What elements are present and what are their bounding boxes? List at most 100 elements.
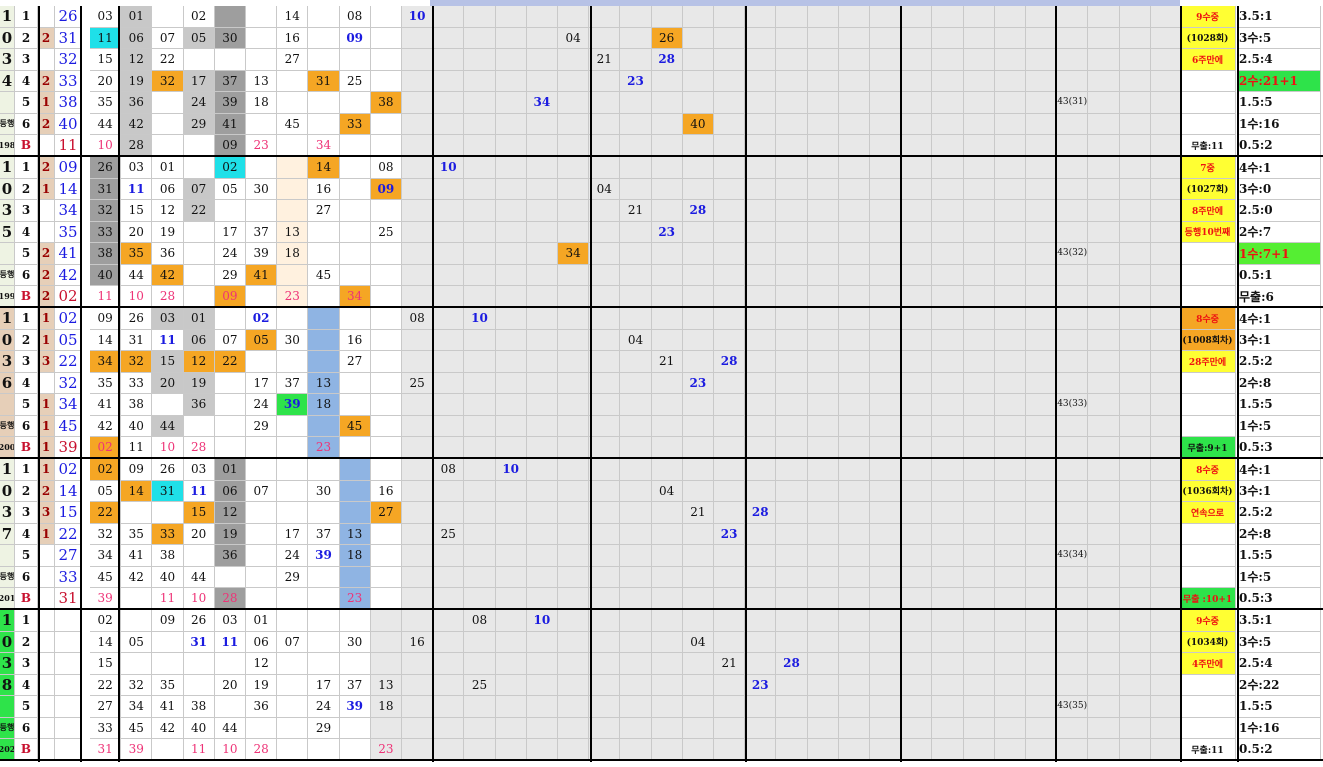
number-cell[interactable]: 05 — [214, 178, 246, 200]
grid-cell[interactable] — [1026, 653, 1058, 675]
grid-cell[interactable] — [807, 178, 839, 200]
grid-cell[interactable] — [651, 113, 683, 135]
grid-cell[interactable] — [1150, 674, 1182, 696]
grid-cell[interactable] — [1088, 459, 1120, 481]
status-badge[interactable]: 무출:9+1 — [1180, 437, 1236, 459]
grid-cell[interactable] — [339, 717, 371, 739]
grid-cell[interactable] — [246, 351, 278, 373]
grid-cell[interactable] — [682, 739, 714, 761]
grid-cell[interactable] — [870, 49, 902, 71]
number-cell[interactable]: 39 — [339, 696, 371, 718]
grid-cell[interactable] — [246, 6, 278, 28]
grid-cell[interactable] — [963, 437, 995, 459]
number-cell[interactable]: 44 — [152, 415, 184, 437]
grid-cell[interactable] — [464, 437, 496, 459]
grid-cell[interactable] — [870, 200, 902, 222]
status-badge[interactable]: (1027회) — [1180, 178, 1236, 200]
grid-cell[interactable] — [1026, 415, 1058, 437]
number-cell[interactable]: 10 — [183, 588, 215, 610]
number-cell[interactable]: 23 — [308, 437, 340, 459]
grid-cell[interactable] — [433, 200, 465, 222]
number-cell[interactable]: 29 — [277, 566, 309, 588]
grid-cell[interactable] — [277, 415, 309, 437]
grid-cell[interactable] — [932, 221, 964, 243]
grid-cell[interactable] — [620, 178, 652, 200]
grid-cell[interactable] — [807, 351, 839, 373]
status-badge[interactable]: 등행10번째 — [1180, 221, 1236, 243]
row-index-note[interactable]: 1 — [38, 459, 55, 481]
row-index-note[interactable] — [38, 372, 55, 394]
grid-cell[interactable] — [620, 6, 652, 28]
number-cell[interactable]: 21 — [651, 351, 683, 373]
block-digit[interactable]: 0 — [0, 329, 15, 351]
grid-cell[interactable] — [651, 717, 683, 739]
ratio-cell[interactable]: 2수:8 — [1237, 372, 1321, 394]
big-number[interactable]: 40 — [55, 113, 82, 135]
grid-cell[interactable] — [495, 674, 527, 696]
grid-cell[interactable] — [152, 92, 184, 114]
grid-cell[interactable] — [339, 135, 371, 157]
grid-cell[interactable] — [1150, 415, 1182, 437]
number-cell[interactable]: 22 — [90, 674, 122, 696]
grid-cell[interactable] — [495, 739, 527, 761]
grid-cell[interactable] — [433, 717, 465, 739]
number-cell[interactable]: 06 — [183, 329, 215, 351]
grid-cell[interactable] — [495, 717, 527, 739]
grid-cell[interactable] — [558, 523, 590, 545]
row-index[interactable]: 3 — [15, 653, 38, 675]
grid-cell[interactable] — [651, 243, 683, 265]
grid-cell[interactable] — [870, 653, 902, 675]
grid-cell[interactable] — [838, 415, 870, 437]
grid-cell[interactable] — [183, 157, 215, 179]
number-cell[interactable]: 12 — [246, 653, 278, 675]
number-cell[interactable]: 23 — [620, 70, 652, 92]
grid-cell[interactable] — [682, 135, 714, 157]
grid-cell[interactable] — [807, 135, 839, 157]
grid-cell[interactable] — [620, 92, 652, 114]
grid-cell[interactable] — [558, 739, 590, 761]
grid-cell[interactable] — [745, 200, 777, 222]
grid-cell[interactable] — [745, 92, 777, 114]
grid-cell[interactable] — [589, 243, 621, 265]
grid-cell[interactable] — [714, 394, 746, 416]
number-cell[interactable]: 16 — [308, 178, 340, 200]
number-cell[interactable]: 05 — [246, 329, 278, 351]
grid-cell[interactable] — [807, 459, 839, 481]
number-cell[interactable]: 02 — [183, 6, 215, 28]
number-cell[interactable]: 09 — [90, 308, 122, 330]
grid-cell[interactable] — [870, 588, 902, 610]
ratio-cell[interactable]: 2수:7 — [1237, 221, 1321, 243]
grid-cell[interactable] — [994, 739, 1026, 761]
grid-cell[interactable] — [776, 739, 808, 761]
grid-cell[interactable] — [495, 92, 527, 114]
number-cell[interactable]: 17 — [277, 523, 309, 545]
grid-cell[interactable] — [1119, 653, 1151, 675]
number-cell[interactable]: 01 — [152, 157, 184, 179]
row-index[interactable]: 6 — [15, 566, 38, 588]
grid-cell[interactable] — [901, 286, 933, 308]
number-cell[interactable]: 45 — [90, 566, 122, 588]
grid-cell[interactable] — [121, 588, 153, 610]
grid-cell[interactable] — [589, 351, 621, 373]
grid-cell[interactable] — [526, 739, 558, 761]
grid-cell[interactable] — [1150, 545, 1182, 567]
block-digit[interactable]: 1 — [0, 157, 15, 179]
number-cell[interactable]: 08 — [433, 459, 465, 481]
grid-cell[interactable] — [1119, 523, 1151, 545]
grid-cell[interactable] — [1057, 49, 1089, 71]
grid-cell[interactable] — [807, 264, 839, 286]
grid-cell[interactable] — [370, 6, 402, 28]
grid-cell[interactable] — [589, 502, 621, 524]
grid-cell[interactable] — [651, 372, 683, 394]
big-number[interactable]: 45 — [55, 415, 82, 437]
grid-cell[interactable] — [745, 221, 777, 243]
grid-cell[interactable] — [339, 502, 371, 524]
grid-cell[interactable] — [651, 674, 683, 696]
grid-cell[interactable] — [932, 696, 964, 718]
grid-cell[interactable] — [870, 394, 902, 416]
grid-cell[interactable] — [277, 739, 309, 761]
row-index[interactable]: 1 — [15, 459, 38, 481]
grid-cell[interactable] — [1088, 631, 1120, 653]
grid-cell[interactable] — [932, 49, 964, 71]
number-cell[interactable]: 06 — [152, 178, 184, 200]
